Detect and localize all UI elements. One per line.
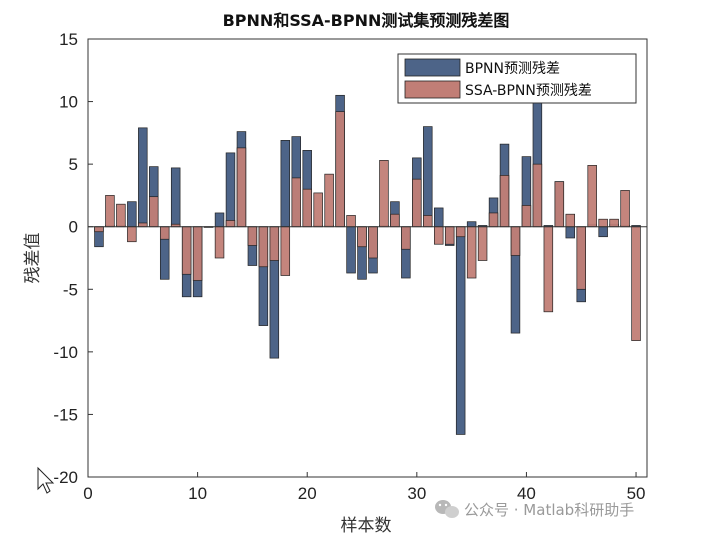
bar-ssa-bpnn-25 xyxy=(357,226,367,248)
bar-ssa-bpnn-22 xyxy=(324,173,334,228)
bar-bpnn-12 xyxy=(214,212,225,228)
bar-ssa-bpnn-2 xyxy=(105,195,115,228)
bars-layer xyxy=(94,89,641,435)
bar-ssa-bpnn-6 xyxy=(149,196,159,228)
bar-ssa-bpnn-34 xyxy=(455,226,466,238)
bar-bpnn-35 xyxy=(466,221,477,228)
y-tick-label: 5 xyxy=(69,155,78,174)
bar-bpnn-44 xyxy=(565,226,576,239)
x-tick-label: 0 xyxy=(83,484,92,503)
y-tick-label: -15 xyxy=(53,405,78,424)
legend-swatch-ssa-bpnn xyxy=(404,80,461,99)
bar-bpnn-32 xyxy=(434,207,444,228)
wechat-icon xyxy=(435,500,459,518)
bar-ssa-bpnn-38 xyxy=(499,175,510,228)
x-tick-label: 50 xyxy=(627,484,646,503)
bar-ssa-bpnn-36 xyxy=(477,226,488,261)
bar-ssa-bpnn-21 xyxy=(313,192,323,228)
y-axis-title: 残差值 xyxy=(23,233,43,284)
bar-ssa-bpnn-30 xyxy=(412,178,422,228)
watermark: 公众号 · Matlab科研助手 xyxy=(435,500,634,519)
bar-ssa-bpnn-19 xyxy=(291,177,301,228)
bar-ssa-bpnn-9 xyxy=(181,226,192,275)
bar-ssa-bpnn-40 xyxy=(521,205,532,228)
bar-ssa-bpnn-26 xyxy=(368,226,378,259)
mouse-cursor-icon xyxy=(37,466,55,494)
bar-ssa-bpnn-17 xyxy=(269,226,280,261)
y-tick-label: -10 xyxy=(53,343,78,362)
bar-bpnn-4 xyxy=(127,201,137,228)
chart-title: BPNN和SSA-BPNN测试集预测残差图 xyxy=(223,11,510,30)
legend-label-ssa-bpnn: SSA-BPNN预测残差 xyxy=(465,83,592,99)
bar-ssa-bpnn-1 xyxy=(94,226,104,233)
bar-ssa-bpnn-42 xyxy=(543,226,554,313)
bar-ssa-bpnn-47 xyxy=(598,218,608,228)
y-tick-label: 10 xyxy=(59,93,78,112)
legend-label-bpnn: BPNN预测残差 xyxy=(465,61,560,77)
bar-ssa-bpnn-44 xyxy=(565,213,576,228)
bar-ssa-bpnn-5 xyxy=(138,222,148,228)
bar-ssa-bpnn-46 xyxy=(587,165,597,228)
x-axis-title: 样本数 xyxy=(341,516,392,536)
bar-bpnn-24 xyxy=(346,226,356,274)
bar-ssa-bpnn-18 xyxy=(280,226,291,276)
bar-ssa-bpnn-15 xyxy=(247,226,258,246)
x-tick-label: 30 xyxy=(407,484,426,503)
bar-ssa-bpnn-32 xyxy=(434,226,444,245)
bar-bpnn-34 xyxy=(455,226,466,435)
bar-ssa-bpnn-24 xyxy=(346,215,356,228)
watermark-text: 公众号 · Matlab科研助手 xyxy=(464,501,634,519)
bar-bpnn-8 xyxy=(170,167,181,228)
bar-ssa-bpnn-33 xyxy=(444,226,455,245)
bar-ssa-bpnn-31 xyxy=(423,215,433,228)
bar-ssa-bpnn-48 xyxy=(609,218,619,228)
plot-frame xyxy=(87,38,648,478)
bar-ssa-bpnn-4 xyxy=(127,226,137,243)
x-tick-label: 10 xyxy=(188,484,207,503)
y-tick-label: -20 xyxy=(53,468,78,487)
x-tick-label: 20 xyxy=(298,484,317,503)
bar-ssa-bpnn-13 xyxy=(225,220,236,228)
bar-ssa-bpnn-41 xyxy=(532,163,543,228)
bar-ssa-bpnn-50 xyxy=(631,226,641,341)
bar-ssa-bpnn-28 xyxy=(390,213,400,228)
bar-ssa-bpnn-16 xyxy=(258,226,269,268)
bar-ssa-bpnn-49 xyxy=(620,190,630,228)
bar-bpnn-47 xyxy=(598,226,608,238)
bar-ssa-bpnn-29 xyxy=(401,226,411,250)
bar-ssa-bpnn-27 xyxy=(379,160,389,228)
bar-ssa-bpnn-14 xyxy=(236,147,247,228)
bar-ssa-bpnn-23 xyxy=(335,111,345,228)
bar-ssa-bpnn-20 xyxy=(302,188,312,228)
legend: BPNN预测残差 SSA-BPNN预测残差 xyxy=(397,53,637,104)
bar-ssa-bpnn-10 xyxy=(192,226,203,281)
y-tick-label: -5 xyxy=(63,280,78,299)
bar-bpnn-13 xyxy=(225,152,236,228)
bar-bpnn-5 xyxy=(138,127,148,228)
y-tick-label: 15 xyxy=(59,30,78,49)
bar-ssa-bpnn-3 xyxy=(116,203,126,228)
bar-ssa-bpnn-39 xyxy=(510,226,521,256)
bar-ssa-bpnn-7 xyxy=(159,226,170,240)
bar-bpnn-31 xyxy=(423,126,433,228)
bar-ssa-bpnn-35 xyxy=(466,226,477,279)
y-tick-label: 0 xyxy=(69,218,78,237)
bar-bpnn-18 xyxy=(280,140,291,228)
legend-swatch-bpnn xyxy=(404,58,461,77)
bar-ssa-bpnn-12 xyxy=(214,226,225,259)
bar-ssa-bpnn-43 xyxy=(554,181,565,228)
bar-ssa-bpnn-37 xyxy=(488,212,499,228)
x-tick-label: 40 xyxy=(517,484,536,503)
bar-ssa-bpnn-45 xyxy=(576,226,586,290)
